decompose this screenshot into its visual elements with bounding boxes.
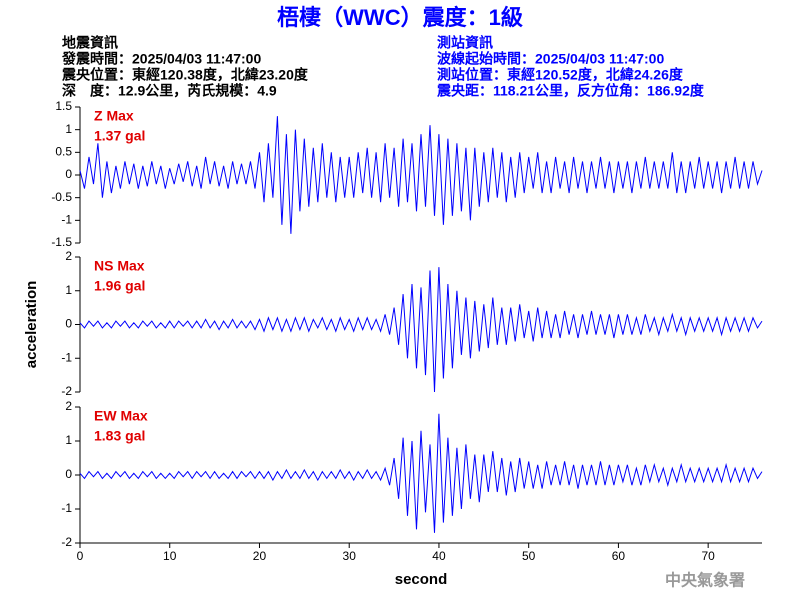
x-tick-label: 30	[343, 549, 357, 563]
y-tick-label: 0	[65, 467, 72, 481]
event-info: 地震資訊	[62, 35, 118, 51]
y-tick-label: -2	[61, 535, 72, 549]
x-tick-label: 70	[701, 549, 715, 563]
y-tick-label: 1.5	[55, 99, 72, 113]
event-info: 震央位置：東經120.38度，北緯23.20度	[61, 67, 309, 83]
y-tick-label: -1	[61, 213, 72, 227]
y-axis-label: acceleration	[23, 281, 40, 369]
station-info: 測站位置：東經120.52度，北緯24.26度	[437, 67, 684, 83]
max-label: 1.96 gal	[94, 278, 145, 294]
title: 梧棲（WWC）震度：1級	[277, 5, 523, 30]
y-tick-label: 0.5	[55, 145, 72, 159]
x-tick-label: 10	[163, 549, 177, 563]
max-label: NS Max	[94, 258, 145, 274]
y-tick-label: 2	[65, 399, 72, 413]
y-tick-label: -1	[61, 501, 72, 515]
waveform	[79, 413, 763, 533]
waveform	[79, 267, 763, 393]
station-info: 波線起始時間：2025/04/03 11:47:00	[437, 51, 664, 67]
max-label: 1.37 gal	[94, 128, 145, 144]
y-tick-label: 0	[65, 317, 72, 331]
y-tick-label: -2	[61, 384, 72, 398]
y-tick-label: 2	[65, 249, 72, 263]
y-tick-label: -1	[61, 350, 72, 364]
y-tick-label: 1	[65, 122, 72, 136]
y-tick-label: 1	[65, 283, 72, 297]
y-tick-label: -0.5	[51, 190, 72, 204]
x-tick-label: 20	[253, 549, 267, 563]
max-label: Z Max	[94, 108, 134, 124]
y-tick-label: -1.5	[51, 235, 72, 249]
station-info: 震央距：118.21公里，反方位角：186.92度	[436, 83, 705, 99]
station-info: 測站資訊	[437, 35, 493, 51]
footer: 中央氣象署	[665, 571, 745, 590]
waveform	[79, 116, 763, 234]
x-axis-label: second	[395, 571, 448, 588]
x-tick-label: 0	[77, 549, 84, 563]
x-tick-label: 60	[612, 549, 626, 563]
max-label: 1.83 gal	[94, 428, 145, 444]
event-info: 深 度：12.9公里，芮氏規模：4.9	[62, 83, 277, 99]
max-label: EW Max	[94, 408, 148, 424]
x-tick-label: 50	[522, 549, 536, 563]
y-tick-label: 1	[65, 433, 72, 447]
y-tick-label: 0	[65, 167, 72, 181]
x-tick-label: 40	[432, 549, 446, 563]
event-info: 發震時間：2025/04/03 11:47:00	[61, 51, 261, 67]
